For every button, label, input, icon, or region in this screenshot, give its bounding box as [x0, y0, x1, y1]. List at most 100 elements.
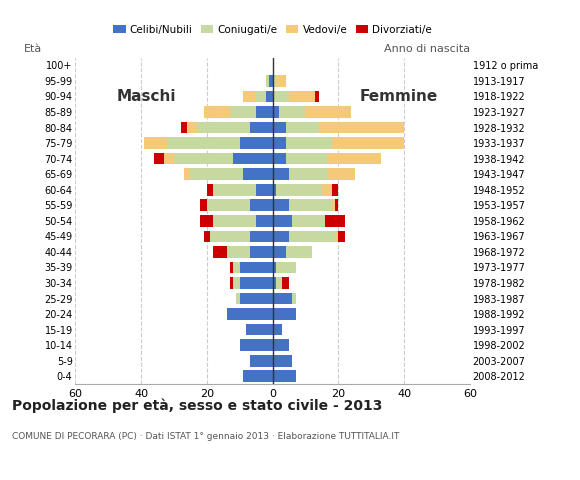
Bar [322, 184, 332, 195]
Bar [273, 246, 286, 258]
Bar [335, 230, 338, 242]
Bar [273, 308, 296, 320]
Bar [316, 91, 318, 102]
Bar [243, 371, 273, 382]
Bar [227, 246, 249, 258]
Bar [328, 153, 381, 165]
Bar [273, 293, 292, 304]
Bar [266, 75, 269, 87]
Bar [325, 215, 345, 227]
Bar [227, 308, 273, 320]
Text: Anno di nascita: Anno di nascita [384, 44, 470, 54]
Bar [256, 215, 273, 227]
Bar [273, 199, 289, 211]
Bar [230, 277, 233, 289]
Bar [273, 137, 286, 149]
Bar [233, 277, 240, 289]
Bar [154, 153, 164, 165]
Bar [249, 246, 273, 258]
Bar [243, 91, 256, 102]
Bar [273, 355, 292, 367]
Bar [273, 262, 276, 273]
Bar [273, 371, 296, 382]
Bar [273, 324, 282, 336]
Bar [279, 106, 306, 118]
Text: Età: Età [24, 44, 42, 54]
Bar [174, 153, 233, 165]
Bar [318, 122, 404, 133]
Bar [233, 262, 240, 273]
Bar [207, 199, 249, 211]
Bar [332, 184, 338, 195]
Bar [204, 106, 230, 118]
Bar [240, 277, 273, 289]
Bar [276, 184, 322, 195]
Bar [204, 230, 210, 242]
Bar [240, 137, 273, 149]
Bar [230, 262, 233, 273]
Bar [197, 122, 249, 133]
Bar [249, 122, 273, 133]
Bar [328, 168, 355, 180]
Bar [187, 122, 197, 133]
Bar [289, 230, 335, 242]
Bar [289, 91, 316, 102]
Bar [273, 339, 289, 351]
Bar [249, 199, 273, 211]
Bar [233, 153, 273, 165]
Bar [200, 215, 213, 227]
Bar [256, 184, 273, 195]
Bar [306, 106, 351, 118]
Bar [273, 277, 276, 289]
Bar [286, 137, 332, 149]
Bar [335, 199, 338, 211]
Bar [213, 246, 227, 258]
Bar [332, 137, 404, 149]
Bar [273, 91, 289, 102]
Bar [213, 184, 256, 195]
Bar [332, 199, 335, 211]
Text: Maschi: Maschi [117, 89, 176, 104]
Bar [289, 168, 328, 180]
Bar [292, 215, 325, 227]
Text: COMUNE DI PECORARA (PC) · Dati ISTAT 1° gennaio 2013 · Elaborazione TUTTITALIA.I: COMUNE DI PECORARA (PC) · Dati ISTAT 1° … [12, 432, 399, 441]
Bar [249, 230, 273, 242]
Bar [273, 215, 292, 227]
Bar [180, 122, 187, 133]
Bar [210, 230, 249, 242]
Bar [286, 122, 318, 133]
Bar [269, 75, 273, 87]
Bar [289, 199, 332, 211]
Bar [273, 168, 289, 180]
Bar [190, 168, 243, 180]
Bar [200, 199, 207, 211]
Bar [144, 137, 168, 149]
Bar [338, 230, 345, 242]
Bar [282, 277, 289, 289]
Bar [164, 153, 174, 165]
Bar [240, 262, 273, 273]
Bar [184, 168, 190, 180]
Bar [273, 75, 276, 87]
Bar [273, 106, 279, 118]
Bar [276, 262, 296, 273]
Bar [273, 230, 289, 242]
Bar [240, 293, 273, 304]
Bar [266, 91, 273, 102]
Legend: Celibi/Nubili, Coniugati/e, Vedovi/e, Divorziati/e: Celibi/Nubili, Coniugati/e, Vedovi/e, Di… [109, 20, 436, 39]
Bar [168, 137, 240, 149]
Bar [207, 184, 213, 195]
Bar [256, 106, 273, 118]
Bar [213, 215, 256, 227]
Bar [237, 293, 240, 304]
Bar [230, 106, 256, 118]
Bar [286, 246, 312, 258]
Bar [256, 91, 266, 102]
Bar [243, 168, 273, 180]
Bar [273, 153, 286, 165]
Bar [276, 277, 282, 289]
Bar [249, 355, 273, 367]
Text: Femmine: Femmine [360, 89, 438, 104]
Bar [276, 75, 286, 87]
Bar [292, 293, 296, 304]
